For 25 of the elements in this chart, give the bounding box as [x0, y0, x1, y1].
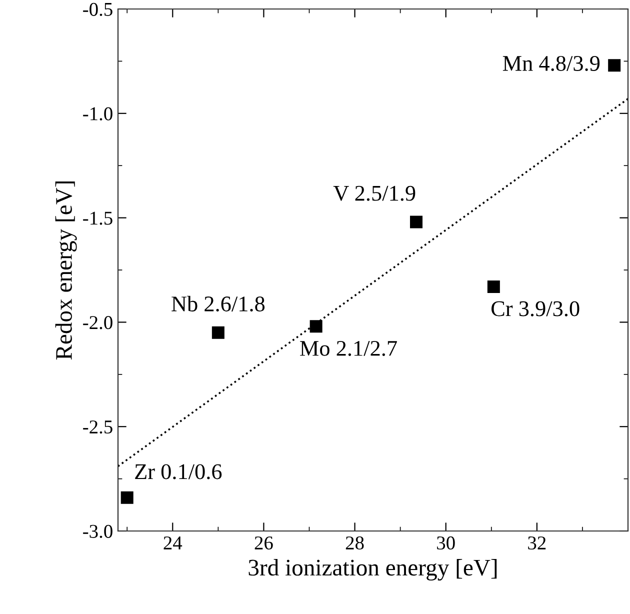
- data-label: Mo 2.1/2.7: [300, 340, 397, 356]
- y-tick-label: -0.5: [83, 2, 112, 16]
- point: [487, 280, 500, 293]
- x-tick-label: 30: [437, 536, 455, 550]
- y-tick-label: -1.0: [83, 107, 112, 120]
- data-label: Mn 4.8/3.9: [502, 56, 600, 72]
- data-label: Cr 3.9/3.0: [491, 301, 580, 316]
- x-tick-label: 24: [164, 536, 182, 550]
- point: [310, 320, 322, 333]
- x-tick-label: 28: [346, 536, 364, 550]
- y-axis-title: Redox energy [eV]: [55, 181, 77, 360]
- point: [212, 326, 224, 339]
- y-tick-label: -2.5: [83, 420, 112, 434]
- data-label: Nb 2.6/1.8: [172, 296, 265, 312]
- y-tick-label: -3.0: [83, 524, 112, 538]
- x-tick-label: 26: [254, 536, 273, 550]
- point: [120, 491, 134, 504]
- point: [608, 59, 621, 72]
- data-label: Zr 0.1/0.6: [135, 464, 222, 480]
- data-label: V 2.5/1.9: [333, 186, 416, 201]
- x-axis-title: 3rd ionization energy [eV]: [248, 559, 497, 581]
- y-tick-label: -2.0: [83, 316, 112, 330]
- point: [410, 216, 423, 228]
- x-tick-label: 32: [528, 536, 546, 550]
- y-tick-label: -1.5: [83, 212, 112, 225]
